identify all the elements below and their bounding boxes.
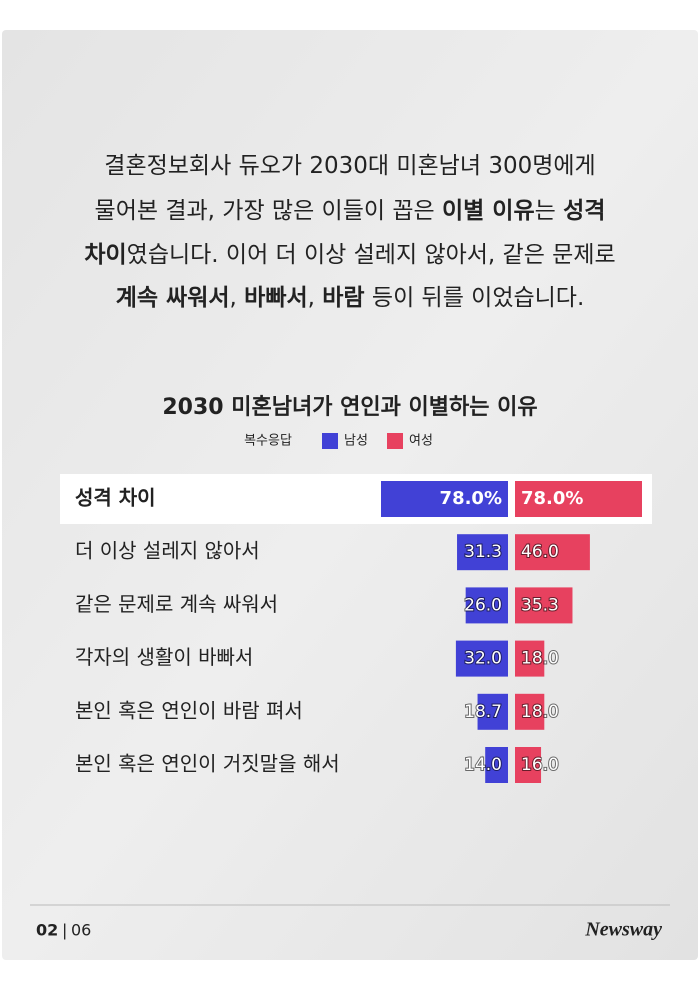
page-total: 06	[71, 921, 91, 940]
category-label: 각자의 생활이 바빠서	[75, 645, 253, 669]
value-label: 35.3	[521, 595, 559, 615]
value-label: 78.0%	[440, 488, 502, 509]
bar	[381, 481, 508, 517]
intro-text: 차이	[84, 242, 126, 268]
value-label: 78.0%	[521, 488, 583, 509]
category-label: 본인 혹은 연인이 바람 펴서	[75, 698, 303, 722]
chart-title: 2030 미혼남녀가 연인과 이별하는 이유	[162, 395, 537, 420]
bar	[515, 587, 573, 624]
separator: |	[62, 921, 67, 940]
intro-text: 계속 싸워서	[116, 285, 230, 311]
legend-swatch	[387, 433, 403, 449]
value-label: 14.0	[464, 755, 502, 775]
category-label: 성격 차이	[75, 486, 156, 510]
bar	[515, 747, 542, 783]
category-label: 같은 문제로 계속 싸워서	[75, 592, 278, 616]
bar	[465, 587, 508, 624]
intro-text: 성격	[563, 198, 605, 224]
intro-text: 등이 뒤를 이었습니다.	[365, 285, 585, 311]
intro-line: 차이였습니다. 이어 더 이상 설레지 않아서, 같은 문제로	[84, 242, 615, 268]
intro-text: 이별 이유	[442, 198, 535, 224]
category-label: 본인 혹은 연인이 거짓말을 해서	[75, 752, 340, 776]
legend-swatch	[322, 433, 338, 449]
value-label: 18.7	[464, 702, 502, 722]
intro-line: 결혼정보회사 듀오가 2030대 미혼남녀 300명에게	[104, 153, 595, 179]
bar	[515, 640, 545, 677]
bar	[485, 747, 508, 783]
value-label: 18.0	[521, 702, 559, 722]
bar	[515, 481, 642, 517]
intro-line: 계속 싸워서, 바빠서, 바람 등이 뒤를 이었습니다.	[116, 285, 585, 311]
bar	[515, 693, 545, 730]
intro-text: 바빠서	[244, 285, 307, 311]
intro-text: 바람	[322, 285, 364, 311]
intro-text: 는	[535, 198, 563, 224]
bar	[457, 534, 508, 571]
value-label: 26.0	[464, 595, 502, 615]
value-label: 16.0	[521, 755, 559, 775]
bar	[477, 693, 508, 730]
bar	[515, 534, 590, 571]
intro-text: ,	[308, 285, 323, 311]
intro-text: ,	[230, 285, 245, 311]
page-number: 02	[36, 921, 58, 940]
intro-text: 결혼정보회사 듀오가 2030대 미혼남녀 300명에게	[104, 153, 595, 179]
legend-label: 여성	[409, 434, 433, 449]
category-label: 더 이상 설레지 않아서	[75, 539, 260, 563]
logo: Newsway	[584, 919, 662, 941]
value-label: 32.0	[464, 649, 502, 669]
bar	[455, 640, 508, 677]
legend-label: 남성	[344, 434, 368, 449]
value-label: 46.0	[521, 542, 559, 562]
intro-line: 물어본 결과, 가장 많은 이들이 꼽은 이별 이유는 성격	[95, 198, 606, 224]
intro-text: 물어본 결과, 가장 많은 이들이 꼽은	[95, 198, 442, 224]
intro-text: 였습니다. 이어 더 이상 설레지 않아서, 같은 문제로	[127, 242, 616, 268]
value-label: 18.0	[521, 649, 559, 669]
value-label: 31.3	[464, 542, 502, 562]
legend-note: 복수응답	[244, 434, 292, 449]
